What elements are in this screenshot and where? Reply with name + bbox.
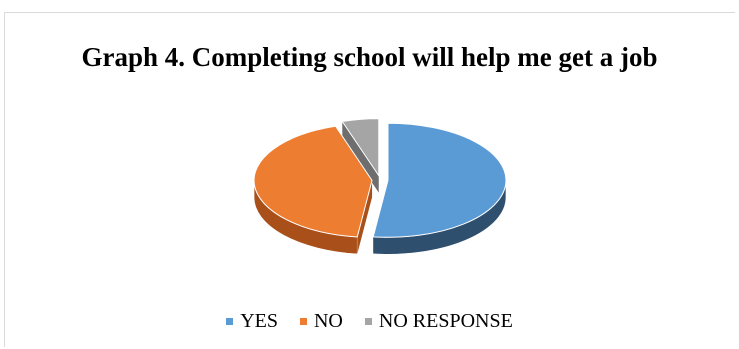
legend-item-no: NO [299, 310, 343, 333]
legend-swatch-no [299, 318, 307, 325]
legend-item-no-response: NO RESPONSE [364, 310, 513, 333]
pie-cut-no-response [342, 121, 379, 193]
legend-label-no-response: NO RESPONSE [378, 310, 513, 332]
legend-item-yes: YES [226, 310, 278, 333]
pie-slice-no-response [341, 118, 380, 178]
pie-slice-yes [372, 122, 507, 238]
legend-swatch-no-response [364, 318, 372, 325]
legend-label-yes: YES [240, 310, 278, 332]
legend-swatch-yes [226, 318, 234, 325]
legend-label-no: NO [313, 310, 343, 332]
pie-slice-no [253, 125, 373, 238]
chart-frame [4, 12, 735, 347]
chart-title: Graph 4. Completing school will help me … [81, 42, 658, 72]
pie-cut-no [357, 180, 373, 254]
chart-legend: YES NO NO RESPONSE [0, 310, 739, 333]
